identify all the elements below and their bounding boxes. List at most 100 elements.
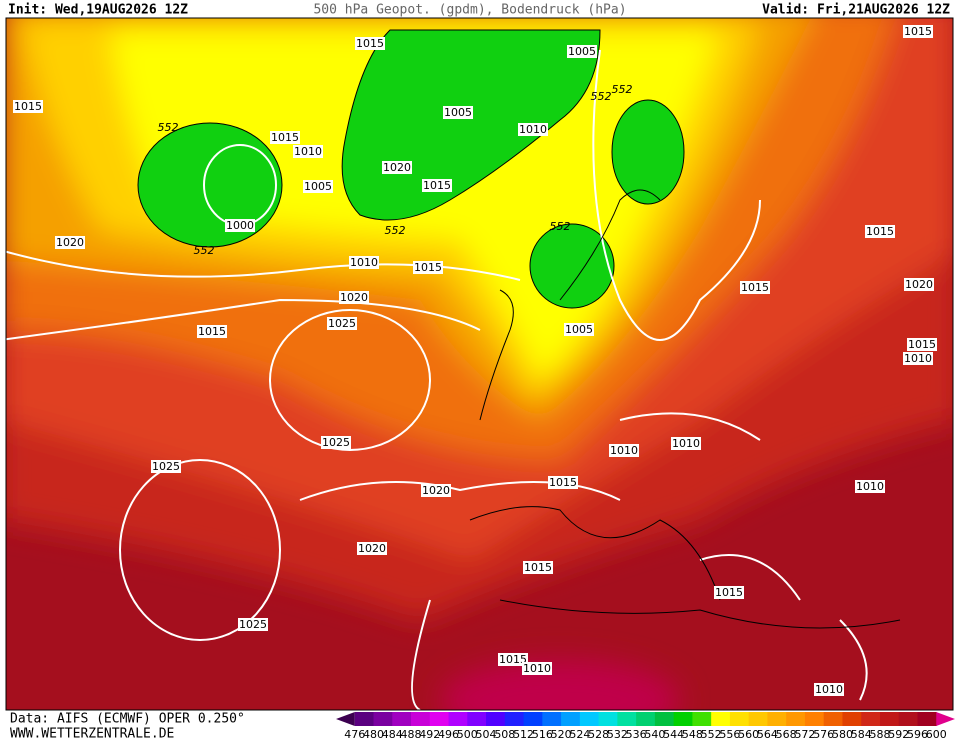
pressure-label: 1005 (565, 323, 593, 336)
legend-swatch (898, 712, 918, 726)
label-box (564, 323, 594, 336)
pressure-label: 1020 (358, 542, 386, 555)
pressure-label: 1015 (499, 653, 527, 666)
pressure-label: 1015 (866, 225, 894, 238)
pressure-label: 1000 (226, 219, 254, 232)
legend-swatch (448, 712, 468, 726)
label-box (303, 180, 333, 193)
legend-label: 524 (569, 728, 590, 741)
legend-swatch (373, 712, 393, 726)
legend-swatch (561, 712, 581, 726)
geopotential-label: 552 (612, 83, 633, 96)
label-box (907, 338, 937, 351)
pressure-label: 1015 (904, 25, 932, 38)
data-source: Data: AIFS (ECMWF) OPER 0.250° (10, 712, 245, 727)
legend-swatch (804, 712, 825, 726)
legend-label: 500 (457, 728, 478, 741)
map-frame (5, 17, 954, 711)
legend-swatch (786, 712, 806, 726)
pressure-label: 1015 (198, 325, 226, 338)
legend-swatch (354, 712, 375, 726)
legend-label: 544 (663, 728, 684, 741)
label-box (671, 437, 701, 450)
pressure-label: 1010 (672, 437, 700, 450)
pressure-label: 1015 (715, 586, 743, 599)
legend-swatch (748, 712, 768, 726)
pressure-label: 1020 (56, 236, 84, 249)
label-box (55, 236, 85, 249)
legend-swatch (504, 712, 525, 726)
label-box (903, 25, 933, 38)
legend-swatch (467, 712, 487, 726)
legend-label: 480 (363, 728, 384, 741)
label-box (13, 100, 43, 113)
legend-label: 496 (438, 728, 459, 741)
label-box (518, 123, 548, 136)
legend-label: 556 (719, 728, 740, 741)
label-box (904, 278, 934, 291)
legend-label: 488 (401, 728, 422, 741)
legend-swatch (842, 712, 862, 726)
geopotential-label: 552 (158, 121, 179, 134)
legend-label: 580 (832, 728, 853, 741)
label-box (349, 256, 379, 269)
legend-label: 568 (776, 728, 797, 741)
map-title: 500 hPa Geopot. (gpdm), Bodendruck (hPa) (313, 3, 626, 18)
pressure-label: 1005 (444, 106, 472, 119)
legend-swatch (879, 712, 900, 726)
legend-label: 532 (607, 728, 628, 741)
label-box (548, 476, 578, 489)
legend-swatch (617, 712, 637, 726)
legend-swatch (654, 712, 675, 726)
legend-swatch (767, 712, 787, 726)
legend-swatch (729, 712, 750, 726)
legend-label: 520 (551, 728, 572, 741)
pressure-label: 1020 (422, 484, 450, 497)
legend-label: 552 (701, 728, 722, 741)
pressure-label: 1005 (304, 180, 332, 193)
legend-label: 560 (738, 728, 759, 741)
label-box (522, 662, 552, 675)
pressure-label: 1020 (905, 278, 933, 291)
legend-swatch (411, 712, 431, 726)
legend-label: 572 (794, 728, 815, 741)
valid-time: Valid: Fri,21AUG2026 12Z (762, 3, 950, 18)
legend-label: 592 (888, 728, 909, 741)
geopotential-label: 552 (591, 90, 612, 103)
legend-label: 596 (907, 728, 928, 741)
pressure-label: 1010 (350, 256, 378, 269)
label-box (498, 653, 528, 666)
legend-label: 508 (494, 728, 515, 741)
label-box (151, 460, 181, 473)
legend-label: 540 (644, 728, 665, 741)
legend-label: 548 (682, 728, 703, 741)
legend-swatch (523, 712, 543, 726)
pressure-label: 1015 (524, 561, 552, 574)
legend-label: 584 (851, 728, 872, 741)
label-box (443, 106, 473, 119)
pressure-label: 1015 (908, 338, 936, 351)
pressure-label: 1015 (423, 179, 451, 192)
legend-label: 564 (757, 728, 778, 741)
pressure-label: 1010 (523, 662, 551, 675)
coastlines (469, 189, 901, 629)
label-box (355, 37, 385, 50)
legend-swatch (823, 712, 843, 726)
legend-swatch (936, 712, 955, 726)
label-box (855, 480, 885, 493)
legend-swatch (486, 712, 506, 726)
label-box (903, 352, 933, 365)
pressure-label: 1015 (14, 100, 42, 113)
legend-swatch (711, 712, 731, 726)
pressure-label: 1010 (610, 444, 638, 457)
legend-label: 576 (813, 728, 834, 741)
label-box (382, 161, 412, 174)
pressure-label: 1025 (152, 460, 180, 473)
label-box (523, 561, 553, 574)
pressure-label: 1020 (383, 161, 411, 174)
legend-swatch (692, 712, 712, 726)
legend-swatch (861, 712, 881, 726)
pressure-label: 1025 (322, 436, 350, 449)
